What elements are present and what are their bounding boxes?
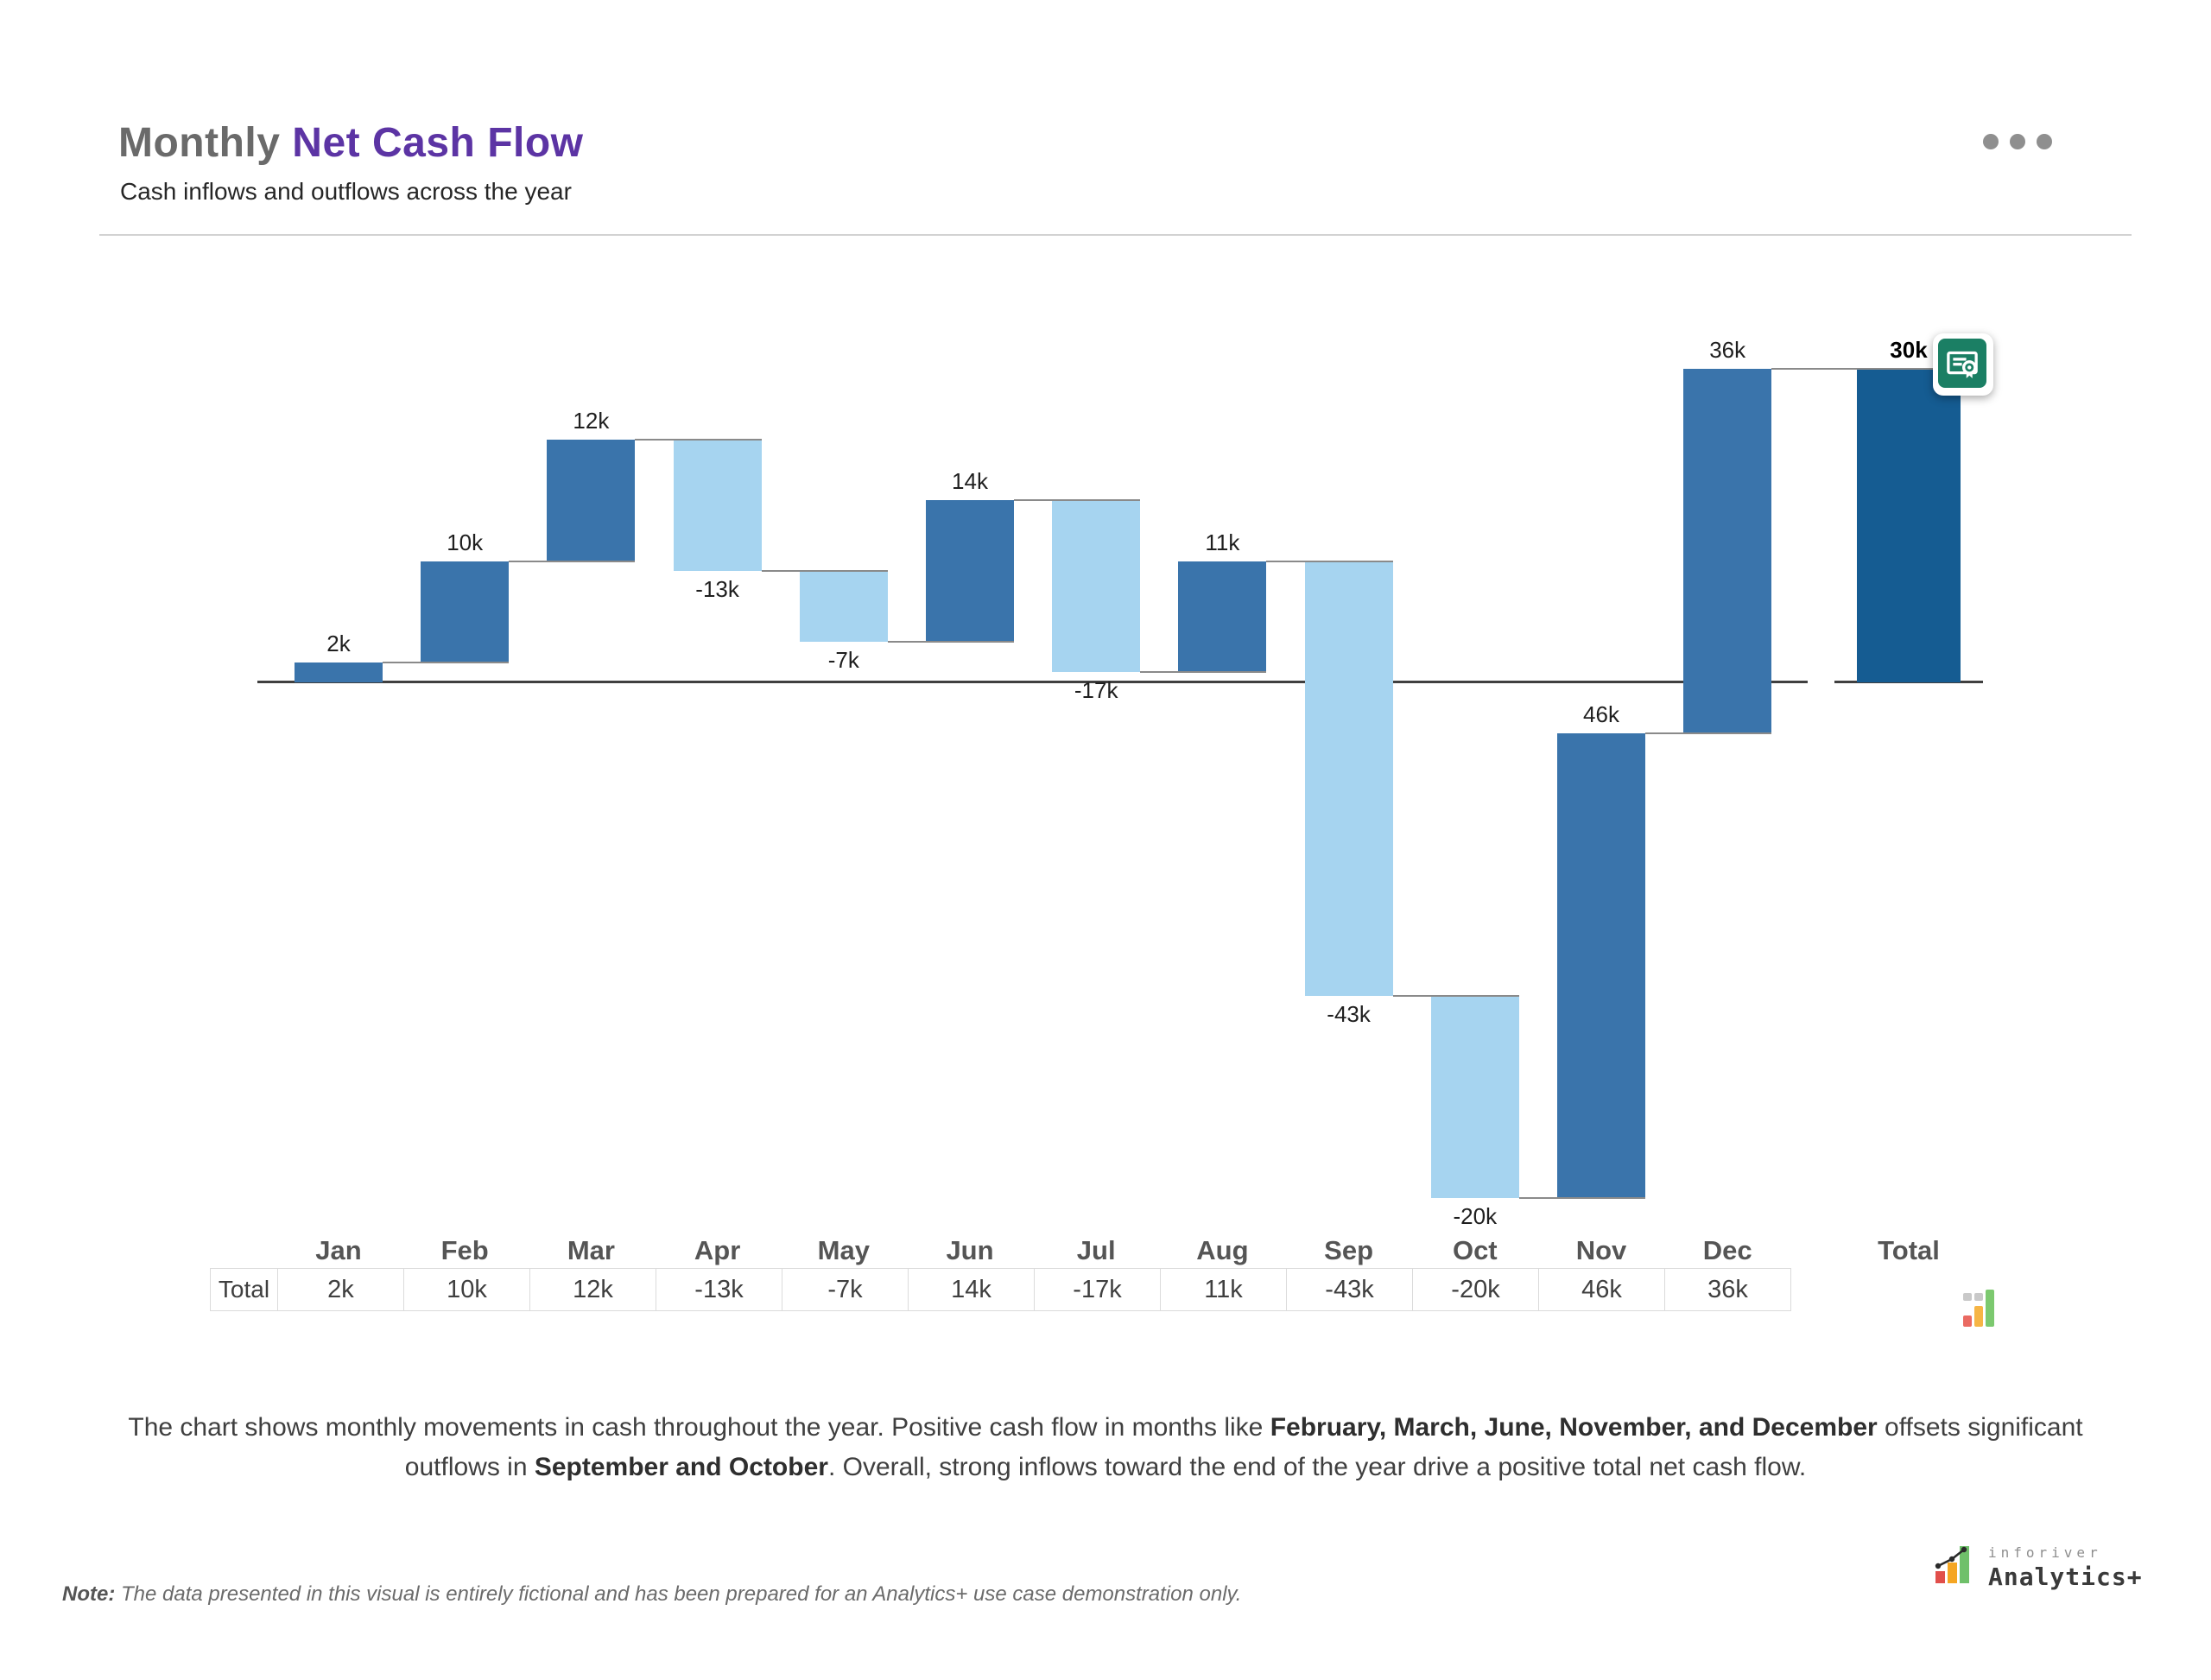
- bar-jul[interactable]: [1052, 500, 1141, 673]
- title-prefix: Monthly: [118, 120, 293, 166]
- bar-sep[interactable]: [1304, 561, 1393, 996]
- connector-line: [383, 661, 510, 663]
- value-label-mar: 12k: [573, 408, 610, 434]
- x-axis-line: [257, 681, 1808, 683]
- bar-jun[interactable]: [926, 500, 1014, 643]
- cell-dec[interactable]: 36k: [1664, 1268, 1791, 1311]
- connector-line: [1518, 1196, 1645, 1199]
- chart-description: The chart shows monthly movements in cas…: [0, 1408, 2211, 1487]
- value-label-jun: 14k: [952, 468, 988, 495]
- value-label-aug: 11k: [1205, 529, 1240, 555]
- description-line-1: The chart shows monthly movements in cas…: [128, 1413, 2083, 1442]
- footnote-text: The data presented in this visual is ent…: [115, 1582, 1242, 1606]
- bar-aug[interactable]: [1178, 561, 1267, 673]
- connector-line: [1266, 560, 1393, 562]
- column-header-nov: Nov: [1575, 1235, 1627, 1265]
- column-header-jan: Jan: [315, 1235, 362, 1265]
- footnote: Note: The data presented in this visual …: [62, 1582, 1241, 1607]
- bar-feb[interactable]: [421, 561, 510, 662]
- column-header-oct: Oct: [1452, 1235, 1498, 1265]
- ellipsis-dot-icon: [2010, 134, 2025, 149]
- bar-may[interactable]: [799, 571, 888, 643]
- annotation-button[interactable]: [1933, 333, 1993, 396]
- connector-line: [509, 560, 636, 562]
- connector-line: [635, 439, 762, 441]
- value-label-sep: -43k: [1327, 1000, 1371, 1027]
- page-title: Monthly Net Cash Flow: [118, 119, 584, 167]
- cell-feb[interactable]: 10k: [403, 1268, 530, 1311]
- connector-line: [1140, 671, 1267, 674]
- column-header-total: Total: [1878, 1235, 1940, 1265]
- inforiver-logo-mark: [1935, 1546, 1969, 1583]
- cell-aug[interactable]: 11k: [1160, 1268, 1287, 1311]
- bar-jan[interactable]: [295, 662, 383, 682]
- analytics-logo: inforiver Analytics+: [1935, 1544, 2142, 1596]
- cell-apr[interactable]: -13k: [656, 1268, 782, 1311]
- title-main: Net Cash Flow: [292, 120, 584, 166]
- cell-jan[interactable]: 2k: [277, 1268, 404, 1311]
- row-header-total: Total: [210, 1268, 278, 1311]
- value-label-feb: 10k: [447, 529, 484, 555]
- ellipsis-dot-icon: [1983, 134, 1999, 149]
- connector-line: [1771, 368, 1961, 371]
- table-row: Total 2k 10k 12k -13k -7k 14k -17k 11k -43k -20k 46…: [210, 1268, 1791, 1311]
- ellipsis-dot-icon: [2037, 134, 2052, 149]
- connector-line: [761, 570, 888, 573]
- more-options-button[interactable]: [1983, 134, 2052, 149]
- column-header-jul: Jul: [1076, 1235, 1116, 1265]
- connector-line: [1645, 732, 1772, 734]
- bar-oct[interactable]: [1430, 995, 1519, 1198]
- bar-total[interactable]: [1857, 369, 1961, 682]
- value-label-oct: -20k: [1453, 1202, 1498, 1229]
- connector-line: [1014, 499, 1141, 502]
- connector-line: [887, 641, 1014, 643]
- value-label-may: -7k: [827, 647, 859, 674]
- mini-bar-chart-icon: [1963, 1287, 1998, 1328]
- value-label-jan: 2k: [326, 630, 351, 656]
- value-label-total: 30k: [1890, 337, 1928, 364]
- bar-dec[interactable]: [1683, 369, 1772, 733]
- column-header-mar: Mar: [567, 1235, 615, 1265]
- cell-oct[interactable]: -20k: [1412, 1268, 1539, 1311]
- column-header-apr: Apr: [694, 1235, 741, 1265]
- column-header-sep: Sep: [1324, 1235, 1374, 1265]
- description-line-2: outflows in September and October. Overa…: [404, 1453, 1807, 1481]
- column-header-dec: Dec: [1702, 1235, 1752, 1265]
- cell-jun[interactable]: 14k: [908, 1268, 1035, 1311]
- column-header-may: May: [817, 1235, 870, 1265]
- bar-mar[interactable]: [547, 440, 636, 561]
- column-header-feb: Feb: [440, 1235, 489, 1265]
- footnote-label: Note:: [62, 1582, 116, 1606]
- column-header-jun: Jun: [946, 1235, 994, 1265]
- value-label-apr: -13k: [695, 576, 739, 603]
- connector-line: [1392, 994, 1519, 997]
- page-subtitle: Cash inflows and outflows across the yea…: [120, 178, 572, 205]
- bar-apr[interactable]: [673, 440, 762, 572]
- header-divider: [99, 234, 2132, 236]
- cell-may[interactable]: -7k: [782, 1268, 909, 1311]
- column-header-aug: Aug: [1196, 1235, 1249, 1265]
- brand-name: inforiver: [1988, 1544, 2102, 1561]
- value-label-nov: 46k: [1583, 701, 1619, 727]
- bar-nov[interactable]: [1557, 732, 1645, 1198]
- cell-jul[interactable]: -17k: [1034, 1268, 1161, 1311]
- value-label-dec: 36k: [1709, 337, 1746, 364]
- product-name: Analytics+: [1988, 1563, 2143, 1591]
- cell-nov[interactable]: 46k: [1538, 1268, 1665, 1311]
- cell-mar[interactable]: 12k: [529, 1268, 656, 1311]
- certificate-note-icon: [1938, 339, 1986, 388]
- cell-sep[interactable]: -43k: [1286, 1268, 1413, 1311]
- value-label-jul: -17k: [1074, 677, 1118, 704]
